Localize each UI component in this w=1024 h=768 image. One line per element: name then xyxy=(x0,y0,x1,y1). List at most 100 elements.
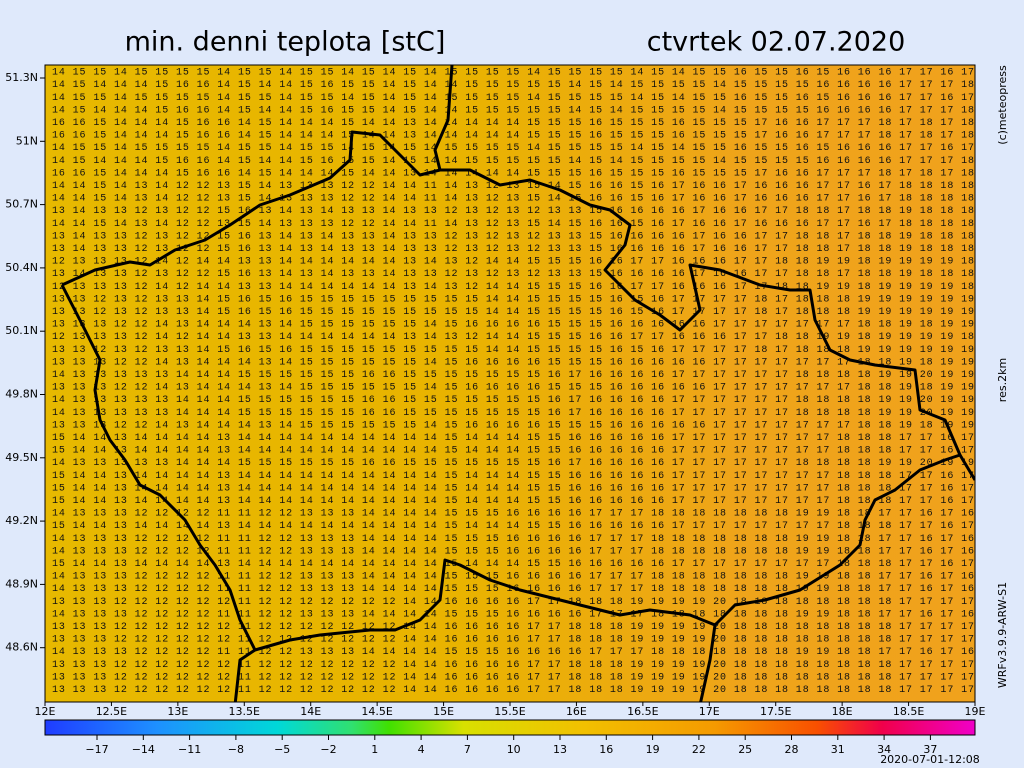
model: WRFv3.9.9-ARW-S1 xyxy=(996,582,1009,688)
grid-row: 15 14 14 13 14 14 14 14 13 14 14 14 14 1… xyxy=(52,446,974,457)
lat-label: 49.2N xyxy=(5,514,38,527)
lon-label: 17.5E xyxy=(760,705,791,718)
grid-row: 13 13 13 12 12 12 12 12 12 11 12 12 12 1… xyxy=(52,685,974,696)
grid-row: 14 13 13 13 12 12 12 12 11 11 12 12 13 1… xyxy=(52,572,974,583)
grid-row: 13 13 13 12 12 14 13 14 14 14 13 14 15 1… xyxy=(52,383,974,394)
grid-row: 16 16 15 14 14 14 15 16 16 14 15 14 14 1… xyxy=(52,118,974,129)
lon-label: 17E xyxy=(699,705,720,718)
colorbar-label: −17 xyxy=(85,743,108,756)
grid-row: 13 13 12 13 12 13 13 14 15 16 15 16 15 1… xyxy=(52,307,974,318)
grid-row: 13 13 13 12 12 12 12 12 12 11 12 12 12 1… xyxy=(52,660,974,671)
lon-label: 19E xyxy=(965,705,986,718)
grid-row: 14 13 13 13 12 12 12 12 11 11 12 12 13 1… xyxy=(52,584,974,595)
colorbar-label: 1 xyxy=(371,743,378,756)
grid-row: 15 14 14 13 14 14 14 14 13 14 14 14 14 1… xyxy=(52,471,974,482)
map-title: min. denni teplota [stC] xyxy=(125,27,446,58)
colorbar-label: 37 xyxy=(923,743,937,756)
grid-row: 14 14 15 14 13 14 12 12 13 15 14 13 13 1… xyxy=(52,219,974,230)
resolution: res.2km xyxy=(996,358,1009,402)
lon-label: 12E xyxy=(35,705,56,718)
grid-row: 12 13 13 13 12 14 12 14 14 13 13 14 14 1… xyxy=(52,257,974,268)
grid-row: 16 16 15 14 14 14 15 16 16 14 15 14 14 1… xyxy=(52,168,974,179)
lon-label: 16E xyxy=(566,705,587,718)
grid-row: 15 14 14 13 14 14 14 14 13 14 14 14 14 1… xyxy=(52,483,974,494)
value-grid: 14 15 15 14 15 15 15 15 14 15 15 14 15 1… xyxy=(52,68,974,696)
lon-label: 13.5E xyxy=(229,705,260,718)
colorbar-label: −14 xyxy=(132,743,155,756)
grid-row: 14 15 14 14 14 15 16 16 14 15 14 14 15 1… xyxy=(52,80,974,91)
grid-row: 15 14 14 13 14 14 14 14 13 14 14 14 14 1… xyxy=(52,433,974,444)
colorbar-label: 16 xyxy=(599,743,613,756)
colorbar-label: 28 xyxy=(785,743,799,756)
colorbar-label: 25 xyxy=(738,743,752,756)
grid-row: 13 13 13 12 12 12 12 12 12 11 12 12 12 1… xyxy=(52,635,974,646)
lat-label: 51.3N xyxy=(5,71,38,84)
grid-row: 15 14 14 13 14 14 14 14 13 14 14 14 14 1… xyxy=(52,521,974,532)
grid-row: 13 14 13 13 12 13 12 12 15 16 13 14 13 1… xyxy=(52,231,974,242)
colorbar-label: −5 xyxy=(274,743,290,756)
grid-row: 13 13 12 13 12 13 13 14 15 16 15 16 15 1… xyxy=(52,345,974,356)
colorbar-label: 34 xyxy=(877,743,891,756)
grid-row: 14 13 13 13 12 12 12 12 11 11 12 12 13 1… xyxy=(52,609,974,620)
colorbar-label: −2 xyxy=(320,743,336,756)
lon-label: 14E xyxy=(300,705,321,718)
grid-row: 14 15 14 14 14 15 16 16 14 15 14 14 15 1… xyxy=(52,105,974,116)
grid-row: 14 13 13 13 13 13 14 14 14 15 15 15 15 1… xyxy=(52,370,974,381)
colorbar-label: 4 xyxy=(418,743,425,756)
colorbar-labels: −17 −14 −11 −8 −5 −2 1 4 7 10 13 16 19 22 25 28 31 34 37 xyxy=(85,735,937,756)
border xyxy=(60,284,257,651)
lon-label: 18.5E xyxy=(893,705,924,718)
grid-row: 13 14 13 13 12 13 12 12 15 16 13 14 13 1… xyxy=(52,269,974,280)
grid-row: 13 13 13 12 12 12 12 12 12 11 12 12 12 1… xyxy=(52,597,974,608)
lon-label: 12.5E xyxy=(96,705,127,718)
lat-label: 48.6N xyxy=(5,641,38,654)
grid-row: 13 14 13 13 12 13 12 12 15 16 13 14 13 1… xyxy=(52,206,974,217)
grid-row: 14 14 15 14 13 14 12 12 13 15 14 13 13 1… xyxy=(52,181,974,192)
grid-row: 13 13 13 12 12 12 12 12 12 11 12 12 12 1… xyxy=(52,622,974,633)
grid-row: 12 13 13 13 12 14 12 14 14 13 13 14 14 1… xyxy=(52,332,974,343)
timestamp: 2020-07-01-12:08 xyxy=(880,753,980,766)
colorbar-label: −8 xyxy=(228,743,244,756)
grid-row: 14 15 15 14 15 15 15 15 14 15 15 14 15 1… xyxy=(52,68,974,79)
colorbar xyxy=(44,719,976,736)
colorbar-label: 10 xyxy=(507,743,521,756)
grid-row: 14 13 13 13 12 12 12 12 11 11 12 12 13 1… xyxy=(52,647,974,658)
grid-row: 14 14 15 14 13 14 12 12 13 15 14 13 13 1… xyxy=(52,194,974,205)
grid-row: 13 13 13 12 12 14 13 14 14 14 13 14 15 1… xyxy=(52,320,974,331)
grid-row: 13 13 12 13 12 13 13 14 15 16 15 16 15 1… xyxy=(52,294,974,305)
lon-label: 18E xyxy=(832,705,853,718)
border xyxy=(440,168,962,702)
grid-row: 14 13 13 13 12 12 12 12 11 11 12 12 13 1… xyxy=(52,534,974,545)
lat-label: 51N xyxy=(16,134,38,147)
lat-label: 50.1N xyxy=(5,324,38,337)
lat-axis: 51.3N 51N 50.7N 50.4N 50.1N 49.8N 49.5N 49.2N 48… xyxy=(5,71,45,654)
grid-row: 14 13 13 13 13 13 14 14 14 15 15 15 15 1… xyxy=(52,395,974,406)
grid-row: 15 14 14 13 14 14 14 14 13 14 14 14 14 1… xyxy=(52,559,974,570)
grid-row: 14 13 13 13 13 13 14 14 14 15 15 15 15 1… xyxy=(52,458,974,469)
colorbar-label: 7 xyxy=(464,743,471,756)
grid-row: 14 15 15 14 15 15 15 15 14 15 15 14 15 1… xyxy=(52,143,974,154)
grid-row: 13 13 13 12 12 14 13 14 14 14 13 14 15 1… xyxy=(52,357,974,368)
colorbar-label: 13 xyxy=(553,743,567,756)
lon-axis: 12E 12.5E 13E 13.5E 14E 14.5E 15E 15.5E 16E 16.5E… xyxy=(35,702,986,718)
grid-row: 13 14 13 13 12 13 12 12 15 16 13 14 13 1… xyxy=(52,244,974,255)
grid-row: 12 13 13 13 12 14 12 14 14 13 13 14 14 1… xyxy=(52,282,974,293)
lat-label: 48.9N xyxy=(5,577,38,590)
lat-label: 49.8N xyxy=(5,388,38,401)
lon-label: 14.5E xyxy=(361,705,392,718)
lat-label: 49.5N xyxy=(5,451,38,464)
borders xyxy=(60,65,975,702)
colorbar-label: −11 xyxy=(178,743,201,756)
grid-row: 16 16 15 14 14 14 15 16 16 14 15 14 14 1… xyxy=(52,131,974,142)
lat-label: 50.7N xyxy=(5,198,38,211)
grid-row: 13 13 13 12 12 14 13 14 14 14 13 14 15 1… xyxy=(52,420,974,431)
lon-label: 15E xyxy=(433,705,454,718)
grid-row: 14 13 13 13 12 12 12 12 11 11 12 12 13 1… xyxy=(52,509,974,520)
border xyxy=(958,454,975,481)
map-date: ctvrtek 02.07.2020 xyxy=(647,27,906,58)
grid-row: 14 13 13 13 12 12 12 12 11 11 12 12 13 1… xyxy=(52,546,974,557)
temperature-field xyxy=(45,65,975,702)
grid-row: 14 13 13 13 13 13 14 14 14 15 15 15 15 1… xyxy=(52,408,974,419)
